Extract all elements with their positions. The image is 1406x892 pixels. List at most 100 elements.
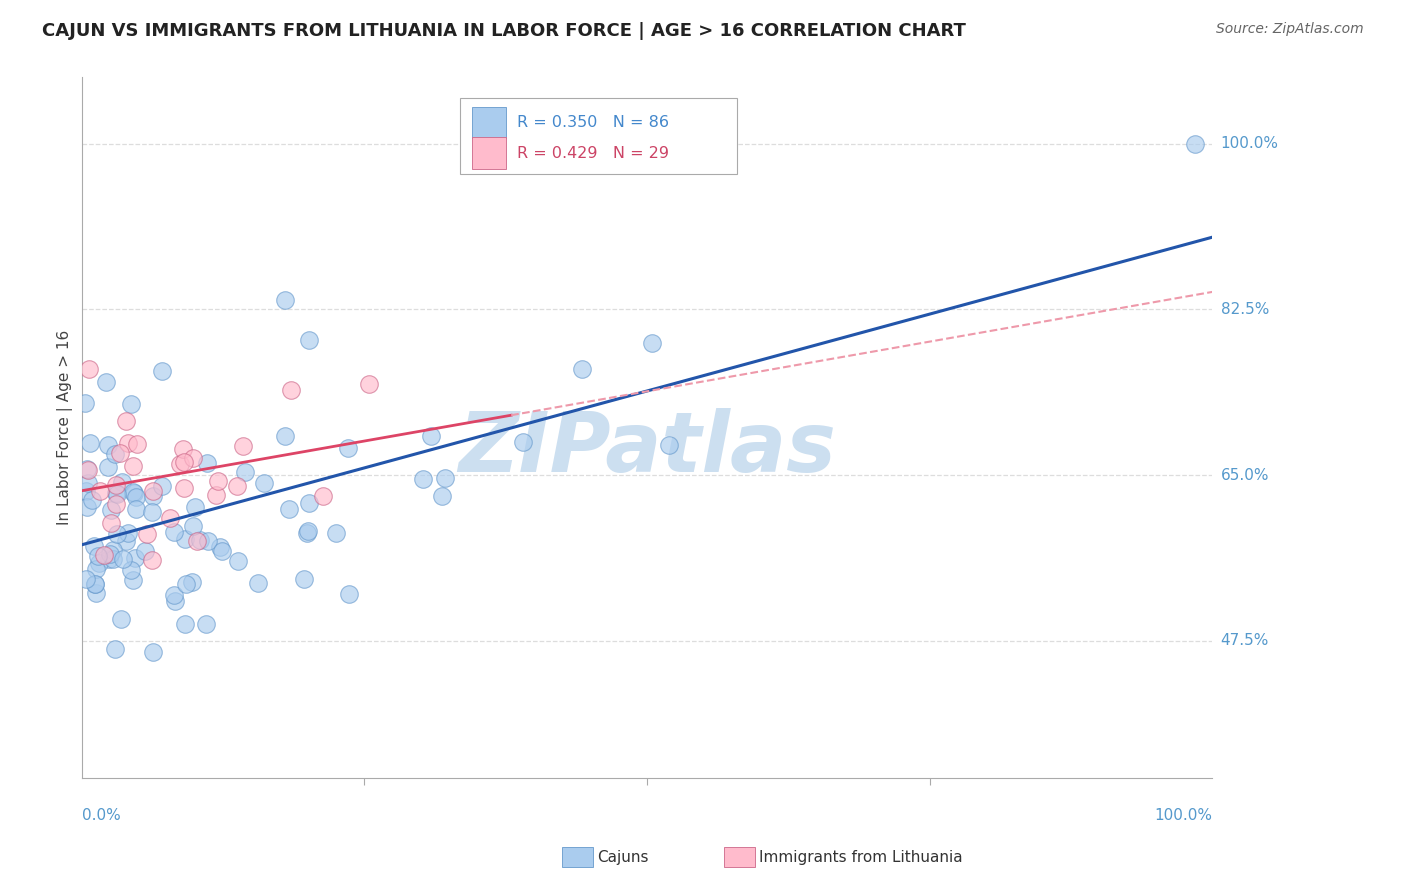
Point bbox=[124, 551, 146, 566]
Point bbox=[173, 533, 195, 547]
Point bbox=[115, 414, 138, 428]
Point bbox=[162, 588, 184, 602]
Point bbox=[75, 483, 97, 498]
Point bbox=[163, 525, 186, 540]
Point bbox=[571, 361, 593, 376]
Y-axis label: In Labor Force | Age > 16: In Labor Force | Age > 16 bbox=[58, 330, 73, 525]
Point bbox=[75, 572, 97, 586]
Point bbox=[141, 553, 163, 567]
FancyBboxPatch shape bbox=[460, 98, 737, 174]
Point bbox=[117, 526, 139, 541]
Point bbox=[174, 577, 197, 591]
Point bbox=[83, 539, 105, 553]
Point bbox=[117, 436, 139, 450]
Point bbox=[430, 489, 453, 503]
Point bbox=[325, 525, 347, 540]
Point bbox=[111, 475, 134, 490]
Point bbox=[105, 487, 128, 501]
Text: 47.5%: 47.5% bbox=[1220, 633, 1268, 648]
Text: 100.0%: 100.0% bbox=[1220, 136, 1278, 152]
Point bbox=[298, 333, 321, 347]
Point bbox=[173, 454, 195, 468]
Point bbox=[86, 562, 108, 576]
Text: Source: ZipAtlas.com: Source: ZipAtlas.com bbox=[1216, 22, 1364, 37]
Point bbox=[84, 576, 107, 591]
Point bbox=[188, 533, 211, 547]
Point bbox=[111, 552, 134, 566]
Point bbox=[226, 554, 249, 568]
Point bbox=[105, 486, 128, 500]
Point bbox=[246, 575, 269, 590]
Point bbox=[163, 594, 186, 608]
Point bbox=[142, 484, 165, 499]
Point bbox=[1184, 136, 1206, 151]
Point bbox=[96, 376, 118, 390]
Point bbox=[194, 617, 217, 632]
Text: Cajuns: Cajuns bbox=[598, 850, 650, 864]
Point bbox=[108, 446, 131, 460]
Point bbox=[183, 451, 205, 466]
Point bbox=[79, 361, 101, 376]
Point bbox=[98, 551, 121, 566]
Point bbox=[173, 481, 195, 495]
Point bbox=[80, 492, 103, 507]
Point bbox=[83, 577, 105, 591]
Point bbox=[292, 572, 315, 586]
Point bbox=[235, 465, 257, 479]
Point bbox=[101, 542, 124, 557]
Point bbox=[124, 486, 146, 500]
Point bbox=[135, 527, 157, 541]
Point bbox=[434, 471, 457, 485]
Point bbox=[186, 533, 208, 548]
Point bbox=[76, 500, 98, 515]
Point bbox=[141, 505, 163, 519]
Point bbox=[97, 460, 120, 475]
Point bbox=[208, 541, 231, 555]
Point bbox=[277, 501, 299, 516]
Point bbox=[172, 442, 194, 456]
Point bbox=[97, 438, 120, 452]
Point bbox=[159, 511, 181, 525]
Point bbox=[297, 524, 319, 538]
Text: 65.0%: 65.0% bbox=[1220, 467, 1270, 483]
Point bbox=[298, 496, 321, 510]
Point bbox=[93, 549, 115, 563]
Point bbox=[253, 475, 276, 490]
Point bbox=[174, 617, 197, 632]
Text: 82.5%: 82.5% bbox=[1220, 301, 1268, 317]
Point bbox=[105, 497, 128, 511]
Text: 0.0%: 0.0% bbox=[82, 808, 121, 823]
FancyBboxPatch shape bbox=[471, 106, 506, 138]
Point bbox=[89, 484, 111, 499]
Text: 100.0%: 100.0% bbox=[1154, 808, 1212, 823]
Point bbox=[122, 573, 145, 587]
Point bbox=[142, 490, 165, 504]
Point bbox=[312, 489, 335, 503]
Point bbox=[336, 441, 359, 455]
Point bbox=[125, 437, 148, 451]
Point bbox=[150, 478, 173, 492]
Point bbox=[658, 438, 681, 452]
Point bbox=[295, 526, 318, 541]
Point bbox=[100, 547, 122, 561]
Point bbox=[641, 336, 664, 351]
Point bbox=[87, 557, 110, 571]
Point bbox=[225, 479, 247, 493]
Point bbox=[79, 435, 101, 450]
Point bbox=[134, 543, 156, 558]
Text: Immigrants from Lithuania: Immigrants from Lithuania bbox=[759, 850, 963, 864]
Point bbox=[512, 435, 534, 450]
Point bbox=[120, 397, 142, 411]
Point bbox=[87, 549, 110, 564]
Point bbox=[211, 543, 233, 558]
Point bbox=[232, 439, 254, 453]
Point bbox=[84, 586, 107, 600]
Point bbox=[184, 500, 207, 514]
Point bbox=[76, 462, 98, 476]
Point bbox=[205, 487, 228, 501]
Point bbox=[100, 516, 122, 530]
Point bbox=[104, 478, 127, 492]
Point bbox=[181, 574, 204, 589]
Point bbox=[169, 458, 191, 472]
Point bbox=[280, 383, 302, 397]
